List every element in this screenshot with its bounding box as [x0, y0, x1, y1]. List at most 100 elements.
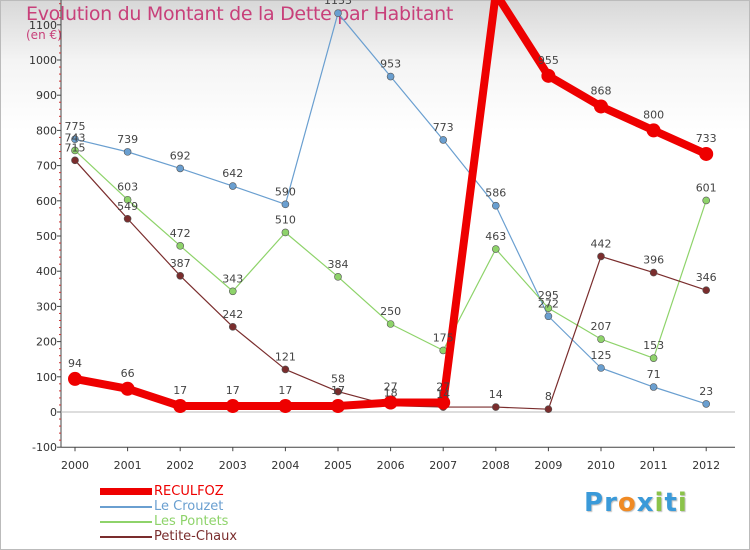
- data-label: 66: [121, 367, 135, 380]
- y-tick-label: 500: [36, 230, 57, 243]
- y-tick-label: -100: [32, 441, 57, 454]
- data-point: [123, 148, 132, 156]
- data-label: 463: [485, 230, 506, 243]
- data-label: 17: [173, 384, 187, 397]
- data-point: [71, 146, 79, 155]
- legend-swatch: [100, 521, 152, 523]
- data-label: 94: [68, 357, 82, 370]
- data-label: 775: [65, 120, 86, 133]
- data-point: [229, 182, 237, 190]
- y-tick-label: 600: [36, 195, 57, 208]
- legend-label: Les Pontets: [154, 514, 229, 529]
- data-point: [278, 399, 293, 414]
- data-label: 868: [591, 84, 612, 97]
- data-label: 17: [278, 384, 292, 397]
- data-point: [702, 286, 711, 295]
- data-point: [491, 245, 500, 253]
- data-point: [597, 364, 605, 372]
- data-label: 603: [117, 181, 138, 194]
- data-label: 472: [170, 227, 191, 240]
- legend-label: RECULFOZ: [154, 484, 224, 499]
- data-label: 14: [489, 388, 503, 401]
- data-label: 387: [170, 257, 191, 270]
- data-point: [491, 403, 500, 411]
- x-tick-label: 2007: [429, 459, 457, 472]
- data-point: [544, 304, 553, 312]
- data-label: 715: [65, 141, 86, 154]
- data-point: [594, 99, 608, 114]
- data-label: 549: [117, 200, 138, 213]
- data-label: 396: [643, 254, 664, 267]
- data-label: 384: [328, 258, 349, 271]
- logo-letter: P: [584, 488, 605, 518]
- logo-letter: i: [677, 488, 688, 518]
- data-point: [386, 72, 395, 81]
- data-label: 692: [170, 149, 191, 162]
- data-label: 175: [433, 331, 454, 344]
- x-tick-label: 2002: [166, 459, 194, 472]
- data-label: 58: [331, 373, 345, 386]
- data-point: [229, 323, 237, 331]
- data-point: [281, 200, 290, 209]
- logo-letter: t: [664, 488, 678, 518]
- data-point: [281, 228, 290, 237]
- logo-letter: r: [604, 488, 618, 518]
- data-label: 733: [696, 132, 717, 145]
- x-tick-label: 2008: [482, 459, 510, 472]
- logo-letter: x: [636, 488, 655, 518]
- data-point: [334, 273, 342, 281]
- legend-item: RECULFOZ: [100, 484, 320, 500]
- data-label: 800: [643, 108, 664, 121]
- data-point: [439, 136, 448, 144]
- y-tick-label: 700: [36, 160, 57, 173]
- y-tick-label: 300: [36, 300, 57, 313]
- data-label: 510: [275, 213, 296, 226]
- data-point: [334, 387, 342, 396]
- data-point: [544, 312, 553, 321]
- legend-swatch: [100, 506, 152, 508]
- data-label: 955: [538, 54, 559, 67]
- x-tick-label: 2000: [61, 459, 89, 472]
- proxiti-logo: Proxiti: [584, 488, 688, 518]
- data-label: 743: [65, 131, 86, 144]
- series-line-1: [74, 12, 707, 405]
- logo-letter: o: [617, 488, 637, 518]
- data-point: [702, 400, 711, 408]
- x-tick-label: 2012: [692, 459, 720, 472]
- x-tick-label: 2003: [219, 459, 247, 472]
- legend-label: Petite-Chaux: [154, 529, 238, 544]
- data-point: [597, 252, 605, 261]
- data-point: [541, 68, 556, 83]
- data-label: 23: [699, 385, 713, 398]
- y-tick-label: 400: [36, 265, 57, 278]
- x-tick-label: 2005: [324, 459, 352, 472]
- data-label: 343: [222, 272, 243, 285]
- data-point: [71, 135, 79, 143]
- data-label: 71: [647, 368, 661, 381]
- legend-item: Petite-Chaux: [100, 529, 320, 545]
- data-point: [120, 381, 135, 396]
- data-point: [491, 201, 500, 210]
- data-point: [225, 399, 240, 414]
- x-tick-label: 2011: [640, 459, 668, 472]
- data-label: 590: [275, 185, 296, 198]
- data-label: 442: [591, 237, 612, 250]
- data-point: [646, 123, 661, 138]
- data-point: [123, 195, 132, 204]
- axes: -100 0 100 200 300 400 500 600 700 800 900 1000 1100…: [29, 0, 735, 472]
- data-label: 17: [331, 384, 345, 397]
- legend-swatch: [100, 536, 152, 538]
- y-tick-label: 900: [36, 89, 57, 102]
- y-tick-label: 800: [36, 124, 57, 137]
- data-point: [649, 354, 658, 362]
- x-tick-label: 2006: [377, 459, 405, 472]
- data-label: 642: [222, 167, 243, 180]
- data-point: [649, 268, 658, 277]
- data-point: [386, 320, 395, 328]
- data-label: 207: [591, 320, 612, 333]
- data-point: [331, 399, 345, 414]
- data-label: 121: [275, 350, 296, 363]
- data-label: 242: [222, 308, 243, 321]
- data-label: 739: [117, 133, 138, 146]
- data-label: 346: [696, 271, 717, 284]
